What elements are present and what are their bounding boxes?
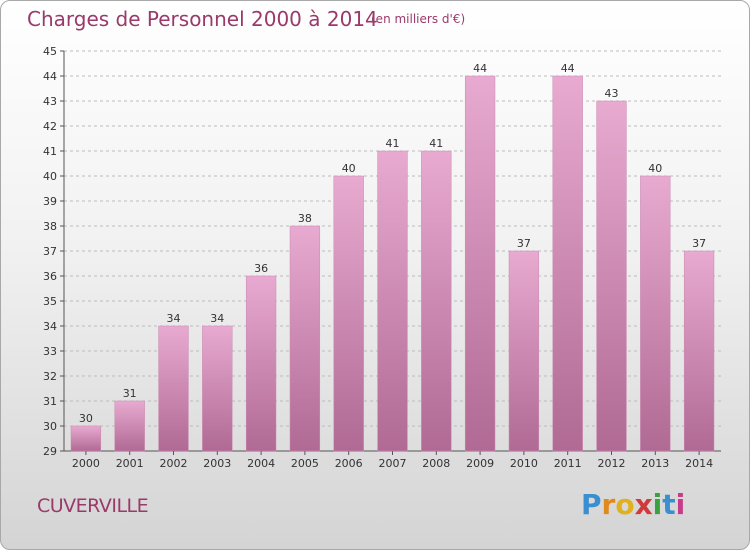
x-tick-label: 2014 bbox=[685, 457, 713, 470]
logo-letter: x bbox=[634, 488, 653, 521]
x-tick-label: 2001 bbox=[116, 457, 144, 470]
y-tick-label: 31 bbox=[43, 395, 57, 408]
x-tick-label: 2008 bbox=[422, 457, 450, 470]
x-tick-label: 2000 bbox=[72, 457, 100, 470]
data-label: 40 bbox=[342, 162, 356, 175]
bar bbox=[333, 175, 364, 452]
data-label: 41 bbox=[429, 137, 443, 150]
data-label: 44 bbox=[473, 62, 487, 75]
y-tick-label: 35 bbox=[43, 295, 57, 308]
bar bbox=[245, 275, 277, 452]
logo-letter: r bbox=[601, 488, 616, 521]
bar bbox=[377, 150, 408, 452]
x-tick-label: 2012 bbox=[598, 457, 626, 470]
x-tick-label: 2007 bbox=[379, 457, 407, 470]
y-tick-label: 45 bbox=[43, 45, 57, 58]
data-label: 44 bbox=[561, 62, 575, 75]
y-tick-label: 36 bbox=[43, 270, 57, 283]
data-label: 37 bbox=[692, 237, 706, 250]
data-label: 31 bbox=[123, 387, 137, 400]
bar bbox=[70, 425, 102, 452]
y-tick-label: 44 bbox=[43, 70, 57, 83]
data-label: 37 bbox=[517, 237, 531, 250]
axes: 29 30 31 32 33 34 35 36 37 38 39 40 41 42 43 44 45 2000 20… bbox=[43, 45, 721, 470]
logo-letter: P bbox=[581, 488, 602, 521]
bars bbox=[70, 75, 715, 452]
bar bbox=[640, 175, 671, 452]
data-label: 38 bbox=[298, 212, 312, 225]
bar bbox=[421, 150, 452, 452]
y-tick-label: 40 bbox=[43, 170, 57, 183]
y-tick-label: 33 bbox=[43, 345, 57, 358]
logo-letter: o bbox=[615, 488, 635, 521]
y-tick-label: 43 bbox=[43, 95, 57, 108]
bar bbox=[552, 75, 583, 452]
bar bbox=[683, 250, 715, 452]
x-tick-label: 2004 bbox=[247, 457, 275, 470]
x-tick-label: 2011 bbox=[554, 457, 582, 470]
data-label: 30 bbox=[79, 412, 93, 425]
data-label: 34 bbox=[210, 312, 224, 325]
bar bbox=[596, 100, 627, 452]
y-tick-label: 38 bbox=[43, 220, 57, 233]
y-tick-label: 37 bbox=[43, 245, 57, 258]
bar bbox=[464, 75, 496, 452]
place-name: CUVERVILLE bbox=[37, 495, 149, 517]
x-tick-label: 2002 bbox=[160, 457, 188, 470]
x-tick-label: 2003 bbox=[203, 457, 231, 470]
data-label: 34 bbox=[167, 312, 181, 325]
data-label: 40 bbox=[648, 162, 662, 175]
data-label: 43 bbox=[605, 87, 619, 100]
y-tick-label: 29 bbox=[43, 445, 57, 458]
data-label: 41 bbox=[386, 137, 400, 150]
y-tick-label: 41 bbox=[43, 145, 57, 158]
y-tick-label: 34 bbox=[43, 320, 57, 333]
logo-letter: i bbox=[675, 488, 686, 521]
y-tick-label: 42 bbox=[43, 120, 57, 133]
bar bbox=[158, 325, 189, 452]
y-tick-label: 39 bbox=[43, 195, 57, 208]
data-labels: 30 31 34 34 36 38 40 41 41 44 37 44 43 40 37 bbox=[79, 62, 706, 425]
chart-title: Charges de Personnel 2000 à 2014 bbox=[27, 7, 378, 31]
logo-letter: i bbox=[652, 488, 663, 521]
bar bbox=[289, 225, 321, 452]
y-tick-label: 32 bbox=[43, 370, 57, 383]
bar bbox=[508, 250, 540, 452]
x-tick-label: 2010 bbox=[510, 457, 538, 470]
data-label: 36 bbox=[254, 262, 268, 275]
logo-letter: t bbox=[662, 488, 676, 521]
x-tick-label: 2005 bbox=[291, 457, 319, 470]
x-tick-label: 2009 bbox=[466, 457, 494, 470]
bar bbox=[202, 325, 233, 452]
proxiti-logo: Proxiti bbox=[581, 488, 685, 521]
chart-subtitle: (en milliers d'€) bbox=[371, 12, 466, 26]
bar bbox=[114, 400, 145, 452]
x-tick-label: 2006 bbox=[335, 457, 363, 470]
y-tick-label: 30 bbox=[43, 420, 57, 433]
x-tick-label: 2013 bbox=[641, 457, 669, 470]
